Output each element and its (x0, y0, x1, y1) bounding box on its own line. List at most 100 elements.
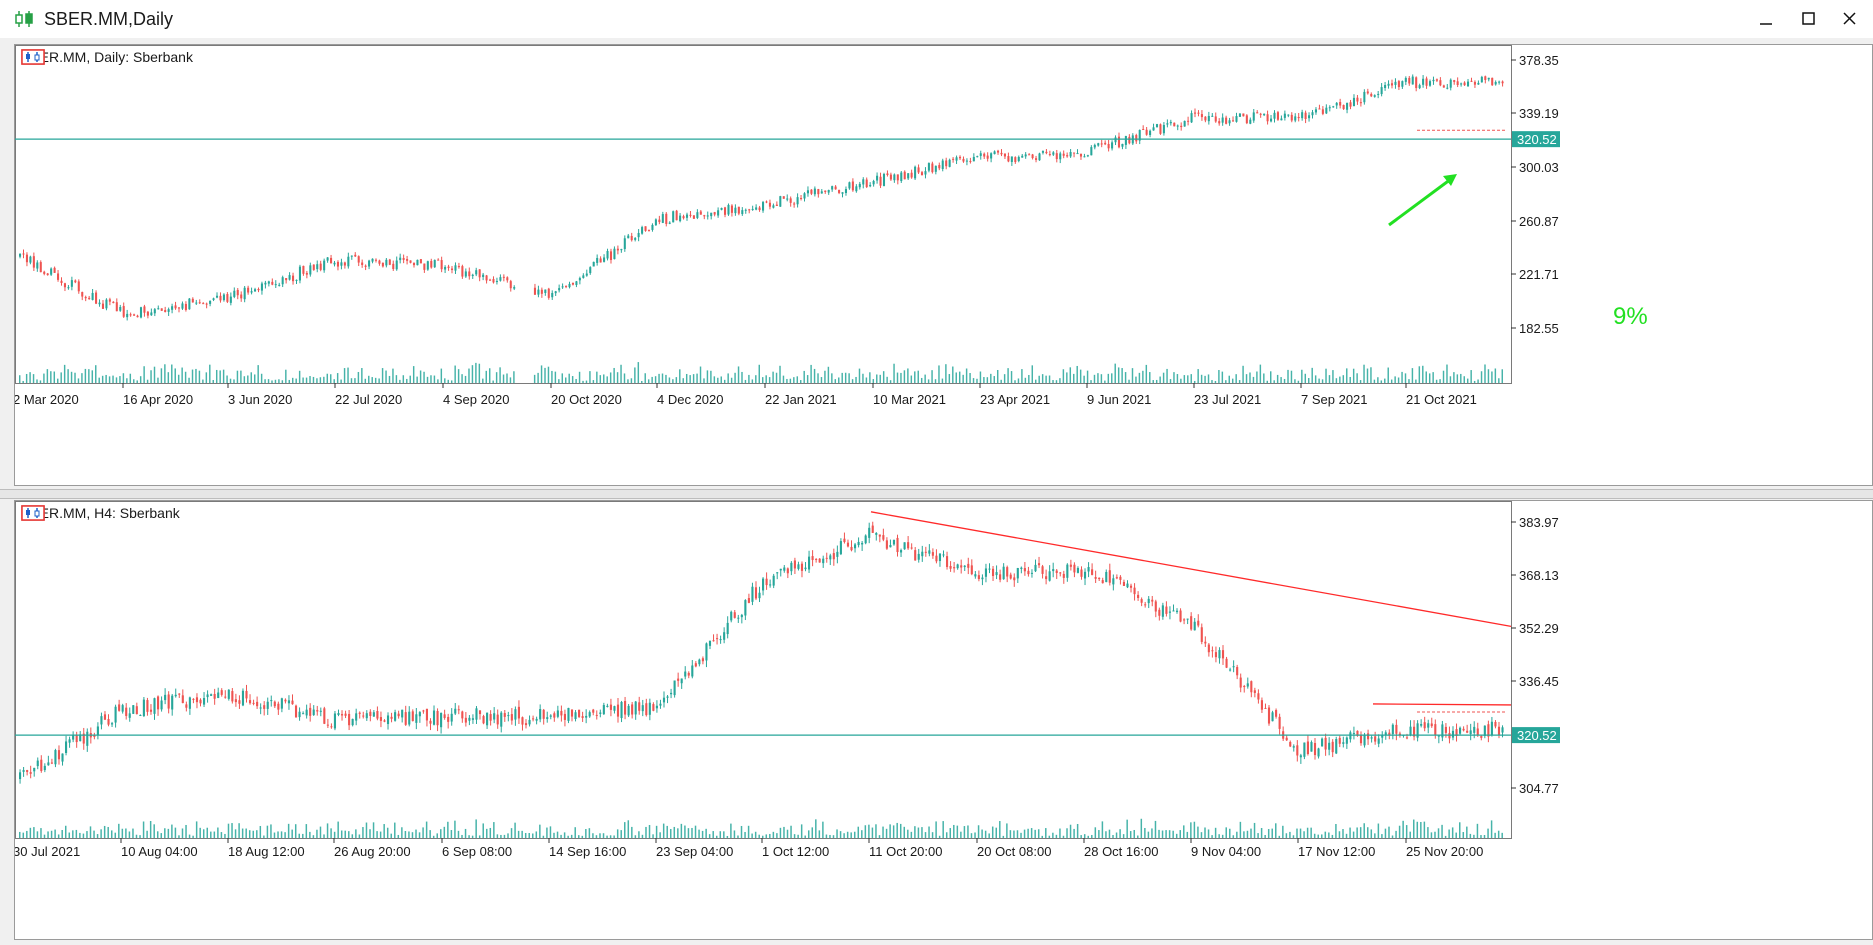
volume-bar (489, 827, 492, 838)
candle-body (679, 215, 682, 222)
volume-bar (271, 380, 273, 383)
candle-body (177, 307, 181, 309)
volume-bar (1197, 369, 1199, 383)
candle-body (1124, 136, 1127, 145)
volume-bar (160, 368, 163, 383)
candle-body (319, 263, 322, 270)
volume-bar (1066, 372, 1068, 383)
candle-body (118, 704, 121, 711)
volume-bar (942, 821, 944, 838)
volume-bar (454, 365, 456, 383)
volume-bar (118, 823, 120, 838)
candle-body (198, 302, 201, 304)
candle-body (212, 298, 215, 300)
candle-body (1437, 735, 1440, 737)
candle-body (797, 564, 800, 569)
volume-bar (81, 373, 83, 383)
candle-body (1349, 732, 1352, 740)
volume-bar (1455, 832, 1457, 838)
volume-bar (701, 830, 704, 838)
candle-body (1494, 721, 1497, 727)
candle-body (392, 263, 395, 270)
candle-body (1137, 594, 1140, 598)
candle-body (337, 713, 340, 715)
candle-body (691, 665, 694, 677)
candle-body (1356, 730, 1359, 736)
candle-body (167, 309, 170, 312)
volume-bar (75, 829, 78, 838)
candle-body (1100, 143, 1103, 145)
volume-bar (638, 831, 640, 838)
volume-bar (1409, 831, 1411, 838)
volume-bar (789, 378, 792, 383)
candle-body (1451, 730, 1455, 738)
candle-body (858, 183, 861, 188)
h4-chart-panel[interactable]: 383.97 368.13 352.29 336.45 304.77 30 Jul 202… (14, 500, 1873, 940)
candlestick-icon (14, 10, 36, 33)
volume-bar (588, 828, 591, 838)
candle-body (899, 550, 903, 553)
time-axis-label: 9 Jun 2021 (1087, 392, 1151, 407)
candle-body (853, 544, 857, 549)
volume-bar (1490, 820, 1493, 838)
panel-divider[interactable] (0, 489, 1873, 499)
volume-bar (1073, 828, 1075, 838)
close-button[interactable] (1830, 6, 1870, 32)
volume-bar (684, 825, 686, 838)
volume-bar (205, 372, 208, 383)
candle-body (634, 701, 637, 715)
candle-body (374, 259, 378, 261)
volume-bar (74, 372, 76, 383)
volume-bar (1380, 380, 1383, 383)
candle-body (1476, 728, 1479, 736)
volume-bar (88, 369, 90, 383)
candle-body (879, 176, 882, 186)
candle-body (1264, 707, 1267, 709)
candle-body (139, 307, 143, 318)
volume-bar (1328, 832, 1330, 838)
volume-bar (1289, 831, 1291, 838)
candle-body (288, 275, 291, 280)
candle-body (758, 207, 761, 211)
volume-bar (624, 822, 626, 838)
volume-bar (231, 823, 233, 838)
volume-bar (907, 829, 909, 838)
volume-bar (776, 833, 778, 838)
candle-body (1324, 737, 1327, 750)
candle-body (616, 704, 620, 717)
volume-bar (717, 377, 719, 383)
candle-body (1190, 113, 1193, 123)
candle-body (270, 700, 273, 702)
volume-bar (868, 824, 870, 838)
volume-bar (1405, 825, 1408, 838)
minimize-button[interactable] (1746, 6, 1786, 32)
chart-properties-icon[interactable] (21, 49, 45, 65)
candle-body (1173, 122, 1176, 127)
candle-body (277, 703, 280, 710)
candle-body (1003, 153, 1006, 157)
daily-chart-panel[interactable]: 378.35 339.19 300.03 260.87 221.71 182.55 2 Ma… (14, 44, 1873, 486)
maximize-button[interactable] (1788, 6, 1828, 32)
volume-bar (685, 373, 688, 383)
volume-bar (492, 380, 494, 383)
volume-bar (1079, 369, 1082, 383)
volume-bar (486, 828, 488, 838)
candle-body (1229, 669, 1232, 671)
volume-bar (1020, 832, 1022, 838)
chart-properties-icon[interactable] (21, 505, 45, 521)
candle-body (40, 759, 43, 771)
volume-bar (129, 373, 132, 383)
candle-body (861, 542, 864, 545)
volume-bar (471, 835, 474, 838)
candle-body (893, 174, 896, 181)
volume-bar (347, 367, 349, 383)
candle-body (60, 280, 63, 283)
volume-bar (1453, 372, 1455, 383)
volume-bar (1448, 829, 1450, 838)
volume-bar (1311, 367, 1313, 383)
volume-bar (156, 831, 159, 838)
candle-body (571, 283, 575, 285)
candle-body (786, 568, 789, 574)
